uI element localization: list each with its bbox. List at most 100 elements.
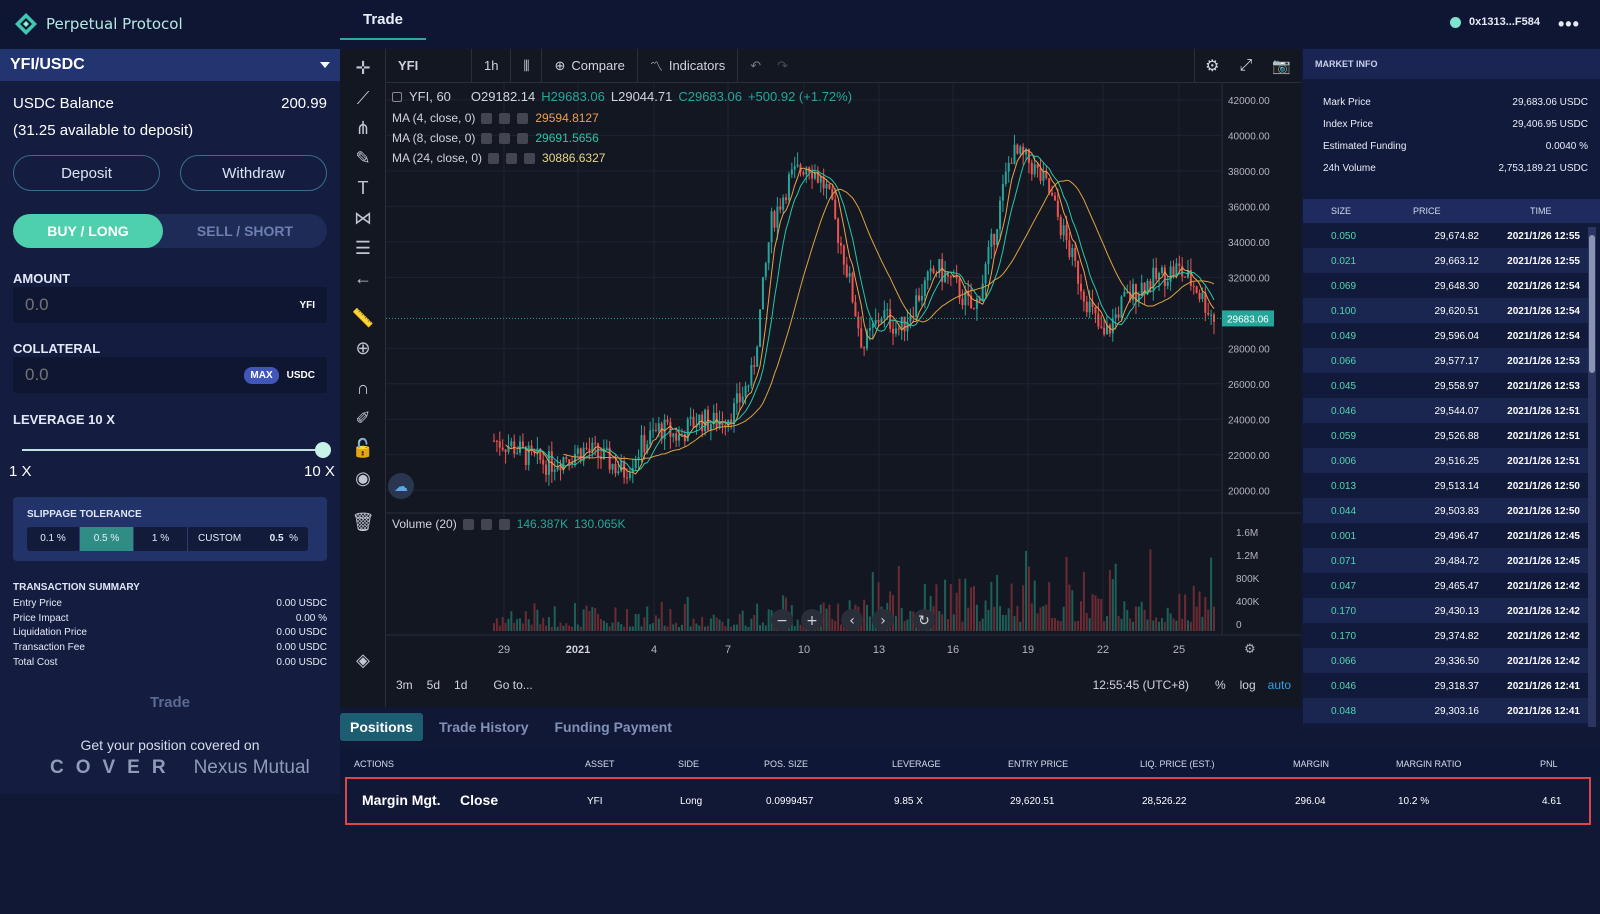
- log-toggle[interactable]: log: [1239, 677, 1256, 692]
- amount-input[interactable]: [25, 295, 205, 315]
- indicators-button[interactable]: 〽 Indicators: [638, 48, 739, 83]
- volume-bar: [978, 621, 981, 631]
- trade-row: 0.021 29,663.12 2021/1/26 12:55: [1303, 248, 1588, 273]
- leverage-slider-track[interactable]: [22, 449, 324, 451]
- close-icon[interactable]: [498, 518, 510, 530]
- trade-button[interactable]: Trade: [149, 694, 191, 711]
- tab-funding-payment[interactable]: Funding Payment: [554, 719, 672, 735]
- range-1d[interactable]: 1d: [454, 677, 468, 692]
- interval-selector[interactable]: 1h: [472, 48, 512, 83]
- candle-type-icon[interactable]: ⫼: [511, 48, 543, 83]
- candle-body: [866, 330, 869, 349]
- max-button[interactable]: MAX: [244, 366, 279, 384]
- scroll-right-icon[interactable]: [872, 609, 894, 631]
- slippage-0-1[interactable]: 0.1 %: [27, 527, 80, 551]
- pencil-lock-icon[interactable]: ✐: [355, 407, 371, 428]
- chart-canvas[interactable]: 29683.06 42000.00 40000.00 38000.00 36000.00…: [386, 83, 1301, 663]
- brush-icon[interactable]: ✎: [355, 147, 371, 168]
- zoom-in-icon[interactable]: [801, 609, 823, 631]
- layers-icon[interactable]: ◈: [356, 649, 370, 670]
- sell-short-button[interactable]: SELL / SHORT: [196, 223, 294, 239]
- buy-long-button[interactable]: BUY / LONG: [13, 214, 163, 248]
- axis-settings-icon[interactable]: ⚙: [1244, 642, 1256, 657]
- undo-icon[interactable]: ↶: [750, 57, 762, 73]
- slippage-1[interactable]: 1 %: [134, 527, 188, 551]
- ruler-icon[interactable]: 📏: [351, 307, 375, 328]
- slippage-custom[interactable]: CUSTOM 0.5 %: [188, 527, 308, 551]
- nexus-mutual-logo[interactable]: Nexus Mutual: [193, 757, 310, 778]
- volume-bar: [634, 614, 637, 631]
- eye-icon[interactable]: [488, 152, 500, 164]
- reset-icon[interactable]: [913, 609, 935, 631]
- trade-time: 2021/1/26 12:41: [1507, 681, 1580, 692]
- compare-button[interactable]: ⊕ Compare: [542, 48, 638, 83]
- close-icon[interactable]: [524, 152, 536, 164]
- tab-positions[interactable]: Positions: [340, 713, 424, 741]
- close-icon[interactable]: [517, 112, 529, 124]
- tab-trade-history[interactable]: Trade History: [439, 719, 529, 735]
- range-3m[interactable]: 3m: [396, 677, 413, 692]
- gear-icon[interactable]: [506, 152, 518, 164]
- trades-scrollbar[interactable]: [1588, 227, 1596, 727]
- trash-icon[interactable]: 🗑: [351, 511, 375, 532]
- text-icon[interactable]: T: [357, 177, 369, 198]
- goto-button[interactable]: Go to...: [493, 677, 533, 692]
- eye-icon[interactable]: [481, 112, 493, 124]
- leverage-slider-handle[interactable]: [315, 442, 331, 458]
- collateral-input[interactable]: [25, 365, 205, 385]
- brand[interactable]: Perpetual Protocol: [14, 12, 183, 36]
- volume-bar: [839, 624, 842, 631]
- candle-body: [718, 421, 721, 429]
- scroll-left-icon[interactable]: [841, 609, 863, 631]
- pair-selector[interactable]: YFI/USDC: [0, 49, 340, 81]
- settings-icon[interactable]: ⚙: [1194, 48, 1229, 83]
- auto-toggle[interactable]: auto: [1267, 677, 1291, 692]
- pitchfork-icon[interactable]: ⋔: [355, 117, 371, 138]
- gear-icon[interactable]: [499, 112, 511, 124]
- deposit-button[interactable]: Deposit: [13, 155, 160, 191]
- lock-icon[interactable]: 🔓: [351, 437, 375, 458]
- collapse-icon[interactable]: [392, 91, 402, 102]
- close-position-button[interactable]: Close: [460, 792, 499, 808]
- eye-icon[interactable]: ◉: [355, 467, 371, 488]
- candle-body: [816, 172, 819, 183]
- camera-icon[interactable]: 📷: [1272, 57, 1291, 75]
- gear-icon[interactable]: [480, 518, 492, 530]
- arrow-left-icon[interactable]: ←: [354, 267, 372, 288]
- withdraw-button[interactable]: Withdraw: [180, 155, 327, 191]
- gear-icon[interactable]: [499, 132, 511, 144]
- wallet-address[interactable]: 0x1313...F584: [1450, 16, 1540, 28]
- crosshair-icon[interactable]: ✛: [355, 57, 371, 78]
- trades-list[interactable]: 0.050 29,674.82 2021/1/26 12:55 0.021 29,663…: [1303, 223, 1588, 729]
- symbol-search[interactable]: YFI: [386, 48, 472, 83]
- prediction-icon[interactable]: ☰: [354, 237, 372, 258]
- volume-bar: [556, 626, 559, 631]
- range-5d[interactable]: 5d: [426, 677, 441, 692]
- more-menu-icon[interactable]: •••: [1558, 14, 1580, 34]
- volume-bar: [628, 626, 631, 631]
- eye-icon[interactable]: [462, 518, 474, 530]
- zoom-out-icon[interactable]: [771, 609, 793, 631]
- eye-icon[interactable]: [481, 132, 493, 144]
- percent-toggle[interactable]: %: [1214, 677, 1226, 692]
- redo-icon[interactable]: ↷: [777, 57, 789, 73]
- magnet-icon[interactable]: ∩: [356, 377, 370, 398]
- candle-body: [1077, 260, 1080, 284]
- position-leverage: 9.85 X: [894, 796, 923, 807]
- tx-total-cost: Total Cost 0.00 USDC: [13, 657, 327, 668]
- fullscreen-icon[interactable]: ⤢: [1239, 56, 1253, 74]
- cover-logo[interactable]: COVER: [50, 757, 178, 778]
- trend-line-icon[interactable]: ⟋: [356, 87, 370, 108]
- volume-bar: [1178, 594, 1181, 631]
- trades-scrollbar-thumb[interactable]: [1589, 235, 1595, 373]
- candle-body: [1025, 148, 1028, 155]
- margin-mgt-button[interactable]: Margin Mgt.: [362, 792, 441, 808]
- trade-size: 0.059: [1331, 431, 1357, 442]
- close-icon[interactable]: [517, 132, 529, 144]
- slippage-0-5[interactable]: 0.5 %: [80, 527, 134, 551]
- pattern-icon[interactable]: ⋈: [354, 207, 372, 228]
- candle-body: [825, 183, 828, 189]
- tab-trade[interactable]: Trade: [340, 0, 426, 40]
- zoom-in-icon[interactable]: ⊕: [355, 337, 371, 358]
- tradingview-logo-icon[interactable]: ☁: [388, 473, 414, 499]
